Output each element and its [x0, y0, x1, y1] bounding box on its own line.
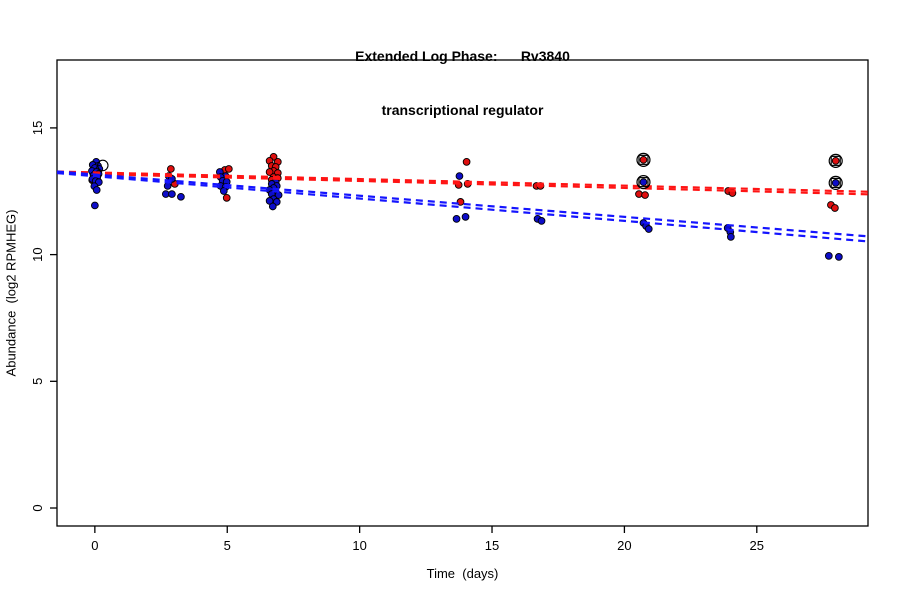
data-point-condition-blue [92, 186, 101, 194]
data-point-condition-blue [168, 190, 176, 198]
data-point-condition-blue [219, 187, 228, 195]
data-point-condition-red [167, 165, 175, 173]
highlight-data-point-condition-blue [831, 179, 840, 187]
y-tick-label: 0 [30, 504, 45, 511]
highlight-data-point-condition-red [831, 157, 840, 165]
data-point-condition-blue [265, 197, 274, 205]
highlight-data-point-condition-blue [639, 178, 648, 186]
data-point-condition-blue [91, 201, 99, 210]
chart-title-line2: transcriptional regulator [381, 102, 544, 118]
y-axis-label: Abundance (log2 RPMHEG) [3, 209, 19, 377]
data-point-condition-blue [726, 233, 735, 241]
x-tick-label: 5 [224, 538, 231, 553]
trend-line-condition-red [56, 170, 869, 193]
data-point-condition-blue [824, 252, 833, 260]
data-point-condition-red [641, 191, 649, 199]
data-point-condition-blue [644, 225, 653, 233]
data-point-condition-blue [268, 202, 277, 211]
data-point-condition-blue [461, 213, 470, 221]
trend-line-condition-blue [56, 170, 869, 238]
highlight-circle-marker [636, 152, 651, 167]
plot-box [56, 59, 869, 527]
highlight-square-marker [830, 177, 841, 188]
x-axis-label: Time (days) [426, 566, 499, 581]
x-tick-label: 15 [485, 538, 499, 553]
y-tick-label: 5 [30, 378, 45, 385]
highlight-square-marker [830, 155, 841, 166]
data-point-condition-red [462, 158, 471, 166]
highlight-data-point-condition-red [639, 155, 648, 164]
data-point-condition-blue [452, 215, 461, 223]
data-point-condition-red [265, 168, 274, 176]
data-point-condition-red [224, 165, 233, 173]
highlight-circle-marker [828, 175, 843, 190]
data-point-condition-red [456, 198, 465, 206]
x-tick-label: 10 [352, 538, 366, 553]
data-point-condition-blue [177, 192, 185, 201]
highlight-circle-marker [828, 153, 843, 168]
trend-line-condition-red [56, 171, 869, 196]
y-tick-label: 10 [30, 247, 45, 261]
y-tick-label: 15 [30, 121, 45, 135]
data-point-condition-red [222, 193, 231, 202]
highlight-square-marker [638, 154, 649, 165]
x-tick-label: 0 [91, 538, 98, 553]
data-point-condition-red [831, 204, 839, 212]
data-point-condition-blue [537, 217, 546, 225]
data-point-condition-blue [455, 172, 464, 180]
outlier-open-circle-marker [97, 159, 109, 172]
data-point-condition-blue [835, 253, 843, 261]
x-tick-label: 20 [617, 538, 631, 553]
highlight-square-marker [638, 177, 649, 188]
highlight-circle-marker [636, 175, 651, 190]
trend-line-condition-blue [56, 171, 869, 243]
x-tick-label: 25 [750, 538, 764, 553]
